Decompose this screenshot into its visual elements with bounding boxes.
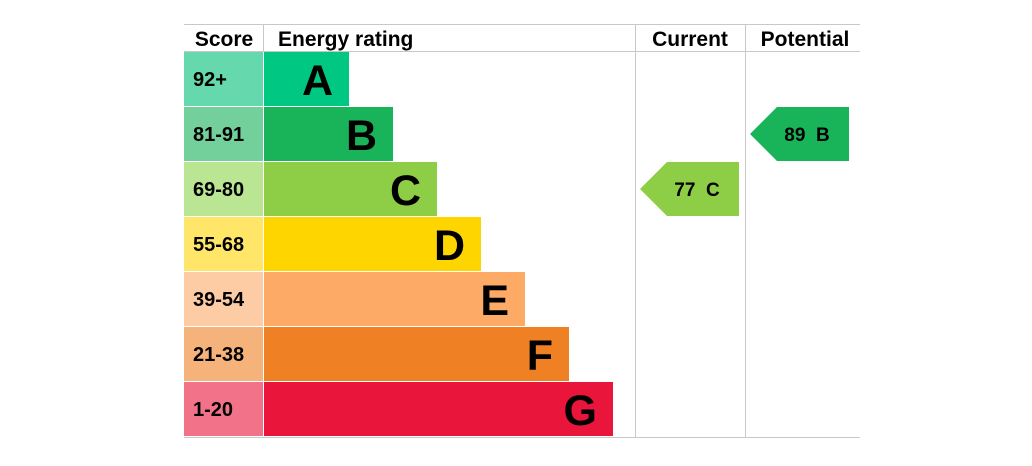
score-cell-g xyxy=(184,382,263,436)
score-cell-b xyxy=(184,107,263,161)
band-bar-d xyxy=(264,217,481,271)
score-label-f: 21-38 xyxy=(193,344,244,366)
band-bar-g xyxy=(264,382,613,436)
band-letter-b: B xyxy=(346,112,377,160)
rating-indicators: 77 C 89 B xyxy=(640,107,849,216)
band-letter-d: D xyxy=(434,222,465,270)
band-letter-a: A xyxy=(302,57,333,105)
score-cell-c xyxy=(184,162,263,216)
band-bar-b xyxy=(264,107,393,161)
score-label-a: 92+ xyxy=(193,69,227,91)
score-cell-e xyxy=(184,272,263,326)
score-cell-f xyxy=(184,327,263,381)
potential-rating-arrow xyxy=(750,107,849,161)
current-rating-arrow xyxy=(640,162,739,216)
rating-bands: 92+ A 81-91 B 69-80 C 55-68 D 39-54 E 21-38 F 1-20 G xyxy=(184,52,613,436)
score-label-g: 1-20 xyxy=(193,399,233,421)
column-headers: Score Energy rating Current Potential xyxy=(195,28,850,51)
score-label-e: 39-54 xyxy=(193,289,245,311)
band-bar-e xyxy=(264,272,525,326)
header-energy-rating: Energy rating xyxy=(278,28,413,51)
score-cell-d xyxy=(184,217,263,271)
band-bar-c xyxy=(264,162,437,216)
band-letter-f: F xyxy=(527,332,553,380)
header-score: Score xyxy=(195,28,253,51)
table-grid xyxy=(184,24,860,438)
score-label-d: 55-68 xyxy=(193,234,244,256)
potential-rating-label: 89 B xyxy=(784,125,829,146)
current-rating-label: 77 C xyxy=(674,180,720,201)
score-label-c: 69-80 xyxy=(193,179,244,201)
band-letter-g: G xyxy=(564,387,597,435)
header-potential: Potential xyxy=(761,28,850,51)
band-letter-e: E xyxy=(480,277,509,325)
band-bar-f xyxy=(264,327,569,381)
score-label-b: 81-91 xyxy=(193,124,244,146)
band-letter-c: C xyxy=(390,167,421,215)
band-bar-a xyxy=(264,52,349,106)
score-cell-a xyxy=(184,52,263,106)
header-current: Current xyxy=(652,28,728,51)
